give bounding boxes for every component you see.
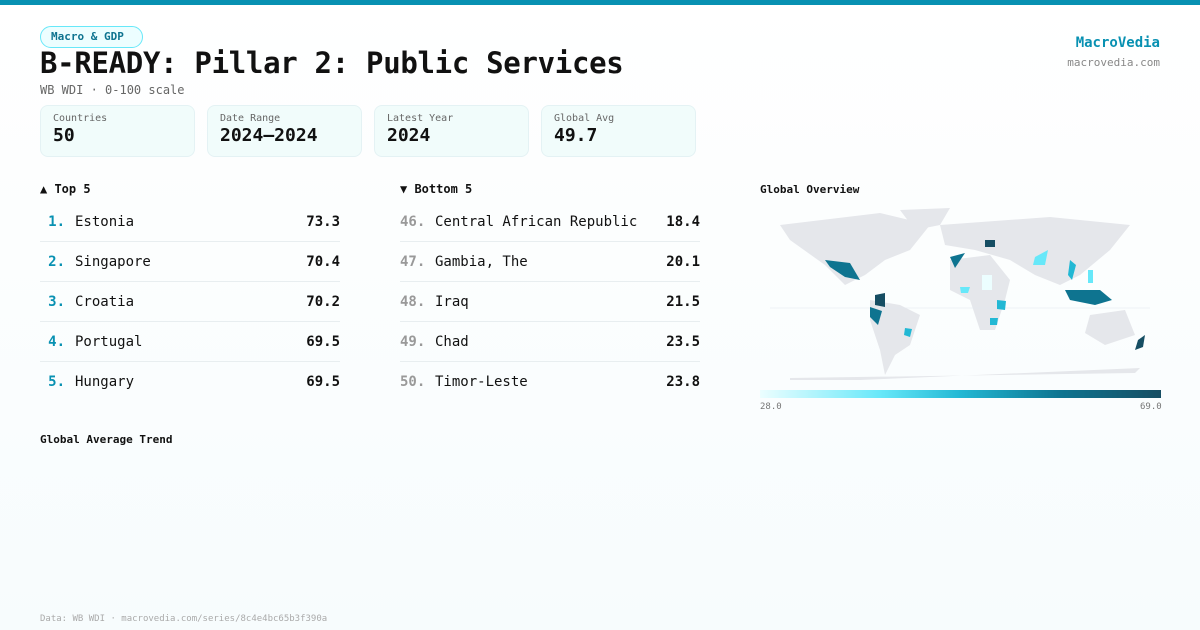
country-name: Iraq (435, 293, 469, 310)
country-value: 18.4 (666, 213, 700, 230)
list-item[interactable]: 4. Portugal 69.5 (40, 322, 340, 362)
list-item[interactable]: 49. Chad 23.5 (400, 322, 700, 362)
stat-label: Date Range (220, 113, 281, 124)
country-value: 73.3 (306, 213, 340, 230)
country-name: Estonia (75, 213, 135, 230)
antarctica (790, 368, 1140, 380)
list-item[interactable]: 1. Estonia 73.3 (40, 202, 340, 242)
stat-value: 49.7 (554, 125, 598, 146)
rank: 46. (400, 213, 426, 230)
rank: 1. (48, 213, 65, 230)
country-value: 23.8 (666, 374, 700, 390)
country-value: 70.2 (306, 293, 340, 310)
australia (1085, 310, 1135, 345)
stat-card-countries: Countries 50 (40, 105, 195, 157)
country-value: 20.1 (666, 253, 700, 270)
country-paraguay (904, 328, 912, 337)
stat-label: Latest Year (387, 113, 454, 124)
map-heading: Global Overview (760, 183, 860, 196)
page-title: B-READY: Pillar 2: Public Services (40, 46, 624, 80)
country-chad (982, 275, 992, 290)
south-america (870, 300, 920, 375)
country-name: Central African Republic (435, 213, 638, 230)
top-5-heading: ▲ Top 5 (40, 182, 91, 196)
country-peru (870, 307, 882, 325)
rank: 49. (400, 333, 426, 350)
country-morocco (950, 253, 965, 268)
country-pakistan (1033, 250, 1048, 265)
bottom-5-heading: ▼ Bottom 5 (400, 182, 473, 196)
stat-card-latest-year: Latest Year 2024 (374, 105, 529, 157)
rank: 47. (400, 253, 426, 270)
country-name: Timor-Leste (435, 374, 528, 390)
brand-site[interactable]: macrovedia.com (1067, 56, 1160, 69)
rank: 48. (400, 293, 426, 310)
stat-label: Countries (53, 113, 108, 124)
list-item[interactable]: 50. Timor-Leste 23.8 (400, 362, 700, 402)
country-vietnam (1068, 260, 1076, 280)
north-america (780, 213, 930, 285)
country-name: Singapore (75, 253, 151, 270)
brand-logo[interactable]: MacroVedia (1075, 35, 1160, 51)
greenland (900, 208, 950, 230)
list-item[interactable]: 5. Hungary 69.5 (40, 362, 340, 402)
trend-heading: Global Average Trend (40, 433, 173, 446)
country-value: 70.4 (306, 253, 340, 270)
africa (950, 255, 1010, 330)
country-name: Croatia (75, 293, 135, 310)
list-item[interactable]: 46. Central African Republic 18.4 (400, 202, 700, 242)
country-colombia (875, 293, 885, 307)
country-name: Gambia, The (435, 253, 528, 270)
rank: 2. (48, 253, 65, 270)
top-accent-bar (0, 0, 1200, 5)
list-item[interactable]: 48. Iraq 21.5 (400, 282, 700, 322)
legend-max-label: 69.0 (1140, 402, 1162, 412)
country-tanzania (997, 300, 1006, 310)
world-map[interactable] (760, 205, 1160, 380)
list-item[interactable]: 3. Croatia 70.2 (40, 282, 340, 322)
country-mexico (825, 260, 860, 280)
europe-asia (940, 217, 1130, 285)
country-indonesia (1065, 290, 1112, 305)
list-item[interactable]: 47. Gambia, The 20.1 (400, 242, 700, 282)
footer-source: Data: WB WDI · macrovedia.com/series/8c4… (40, 614, 328, 624)
stat-value: 2024 (387, 125, 431, 146)
rank: 50. (400, 374, 426, 390)
country-new-zealand (1135, 335, 1145, 350)
stat-value: 2024–2024 (220, 125, 318, 146)
list-item[interactable]: 2. Singapore 70.4 (40, 242, 340, 282)
stat-value: 50 (53, 125, 75, 146)
stat-label: Global Avg (554, 113, 615, 124)
country-hungary (985, 240, 995, 247)
rank: 5. (48, 374, 65, 390)
country-value: 69.5 (306, 333, 340, 350)
country-value: 21.5 (666, 293, 700, 310)
country-name: Hungary (75, 374, 135, 390)
country-name: Portugal (75, 333, 143, 350)
stat-card-global-avg: Global Avg 49.7 (541, 105, 696, 157)
category-badge[interactable]: Macro & GDP (40, 26, 143, 48)
stat-card-date-range: Date Range 2024–2024 (207, 105, 362, 157)
rank: 4. (48, 333, 65, 350)
page-subtitle: WB WDI · 0-100 scale (40, 83, 185, 97)
country-value: 69.5 (306, 374, 340, 390)
map-color-legend (760, 390, 1161, 398)
legend-min-label: 28.0 (760, 402, 782, 412)
country-value: 23.5 (666, 333, 700, 350)
country-ghana (960, 287, 970, 293)
country-philippines (1088, 270, 1093, 283)
bottom-5-list: 46. Central African Republic 18.4 47. Gambia… (400, 202, 700, 402)
top-5-list: 1. Estonia 73.3 2. Singapore 70.4 3. Croatia 70.… (40, 202, 340, 402)
country-name: Chad (435, 333, 469, 350)
rank: 3. (48, 293, 65, 310)
country-zimbabwe (990, 318, 998, 325)
